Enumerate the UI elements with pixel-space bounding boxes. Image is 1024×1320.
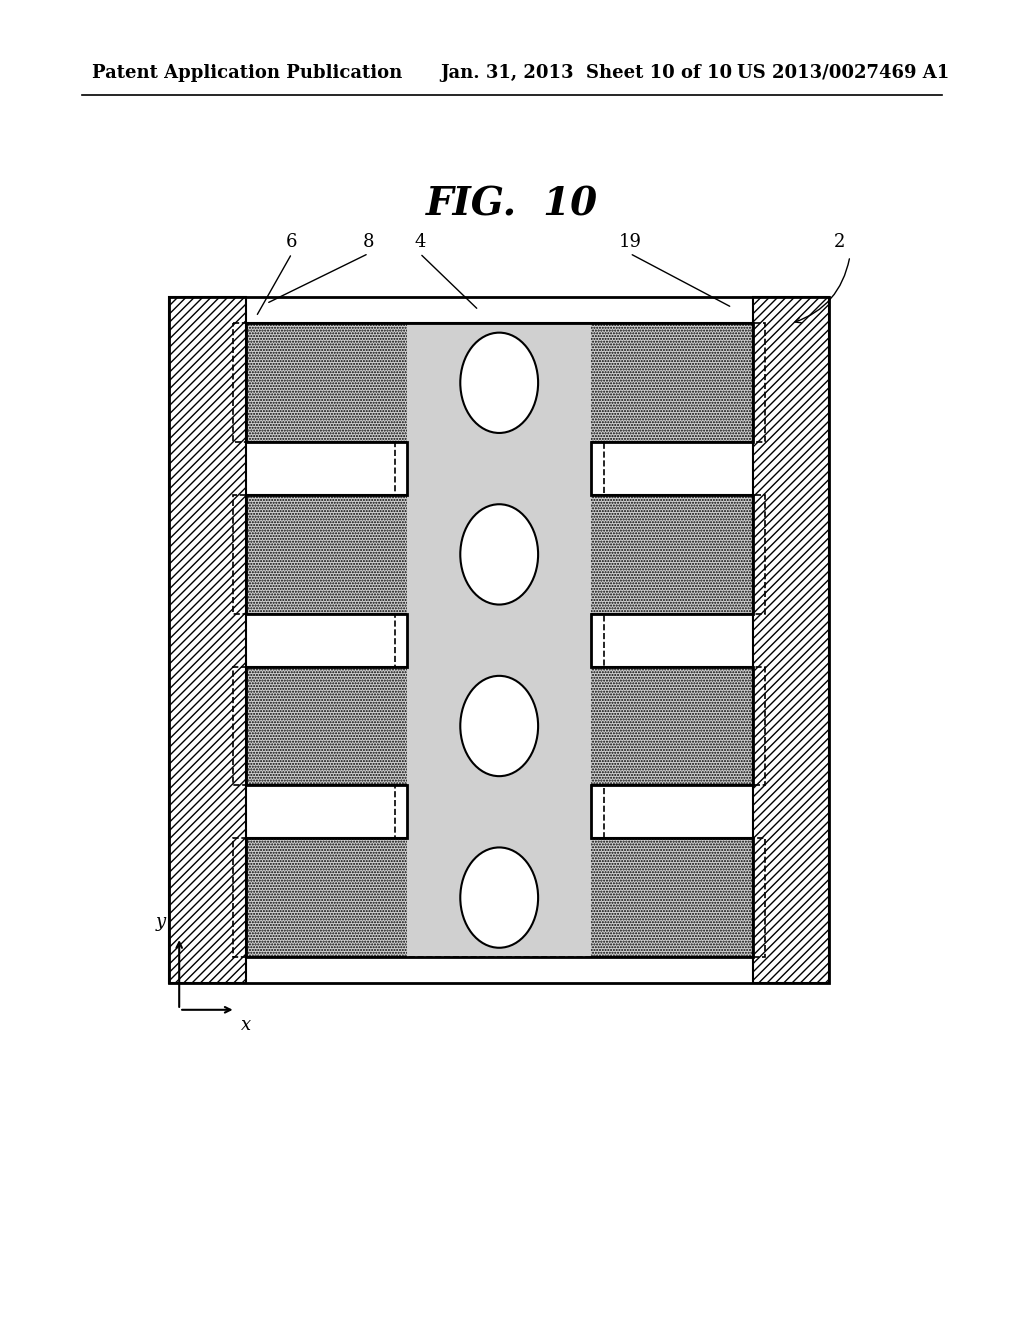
Bar [169, 297, 246, 983]
Circle shape [461, 333, 539, 433]
Circle shape [461, 676, 539, 776]
Bar [246, 667, 753, 785]
Text: x: x [241, 1016, 251, 1035]
Text: Patent Application Publication: Patent Application Publication [92, 63, 402, 82]
Text: FIG.  10: FIG. 10 [426, 186, 598, 223]
Text: 2: 2 [834, 232, 846, 251]
Text: US 2013/0027469 A1: US 2013/0027469 A1 [737, 63, 949, 82]
Bar [408, 323, 592, 957]
Bar [246, 838, 753, 957]
Circle shape [461, 504, 539, 605]
Text: 6: 6 [286, 232, 298, 251]
Bar [246, 323, 753, 442]
Bar [408, 323, 592, 957]
Bar [246, 838, 753, 957]
Bar [246, 495, 753, 614]
Circle shape [461, 847, 539, 948]
Bar [246, 667, 753, 785]
Text: 4: 4 [414, 232, 426, 251]
Bar [169, 297, 829, 983]
Text: Jan. 31, 2013  Sheet 10 of 10: Jan. 31, 2013 Sheet 10 of 10 [440, 63, 732, 82]
Text: y: y [156, 912, 166, 931]
Text: 19: 19 [618, 232, 641, 251]
Bar [753, 297, 829, 983]
Bar [246, 323, 753, 442]
Bar [246, 495, 753, 614]
Text: 8: 8 [362, 232, 375, 251]
